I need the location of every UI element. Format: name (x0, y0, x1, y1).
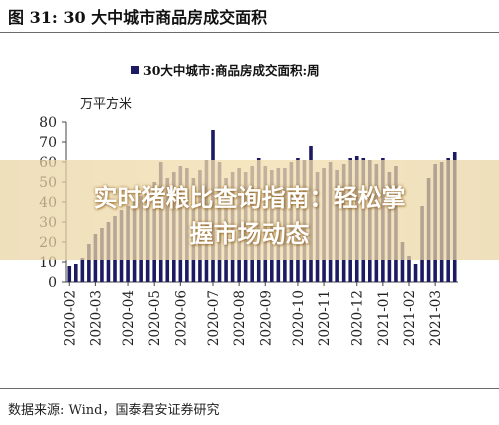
x-tick-label: 2020-10 (291, 290, 307, 346)
x-tick-label: 2020-08 (232, 290, 248, 346)
bottom-divider (0, 388, 499, 389)
x-tick-label: 2020-06 (173, 290, 189, 346)
figure-title: 图 31: 30 大中城市商品房成交面积 (8, 8, 268, 27)
legend-swatch (131, 66, 139, 74)
x-tick-label: 2020-04 (121, 290, 137, 346)
x-tick-label: 2021-01 (376, 290, 392, 346)
x-tick-label: 2020-09 (258, 290, 274, 346)
top-divider (0, 32, 499, 33)
promo-overlay-text-line2: 握市场动态 (189, 220, 310, 248)
legend-label: 30大中城市:商品房成交面积:周 (143, 63, 320, 78)
x-tick-label: 2021-02 (402, 290, 418, 346)
bar (407, 256, 411, 282)
bar (80, 258, 85, 282)
x-tick-label: 2020-07 (206, 290, 222, 346)
y-axis-label: 万平方米 (80, 96, 132, 112)
x-tick-label: 2020-03 (88, 290, 104, 346)
promo-overlay-text-line1: 实时猪粮比查询指南：轻松掌 (93, 184, 406, 212)
y-tick-label: 70 (39, 135, 57, 151)
x-tick-label: 2020-02 (62, 290, 78, 346)
promo-overlay-band (0, 160, 499, 260)
bar (87, 244, 91, 282)
x-tick-label: 2020-05 (147, 290, 163, 346)
x-tick-label: 2021-03 (428, 290, 444, 346)
source-note: 数据来源: Wind，国泰君安证券研究 (8, 403, 220, 418)
x-tick-label: 2020-12 (350, 290, 366, 346)
y-tick-label: 0 (48, 275, 57, 291)
bar (413, 264, 418, 282)
bar (400, 242, 405, 282)
y-tick-label: 80 (39, 115, 57, 131)
bar (67, 266, 72, 282)
bar (74, 264, 78, 282)
x-tick-label: 2020-11 (317, 290, 333, 346)
